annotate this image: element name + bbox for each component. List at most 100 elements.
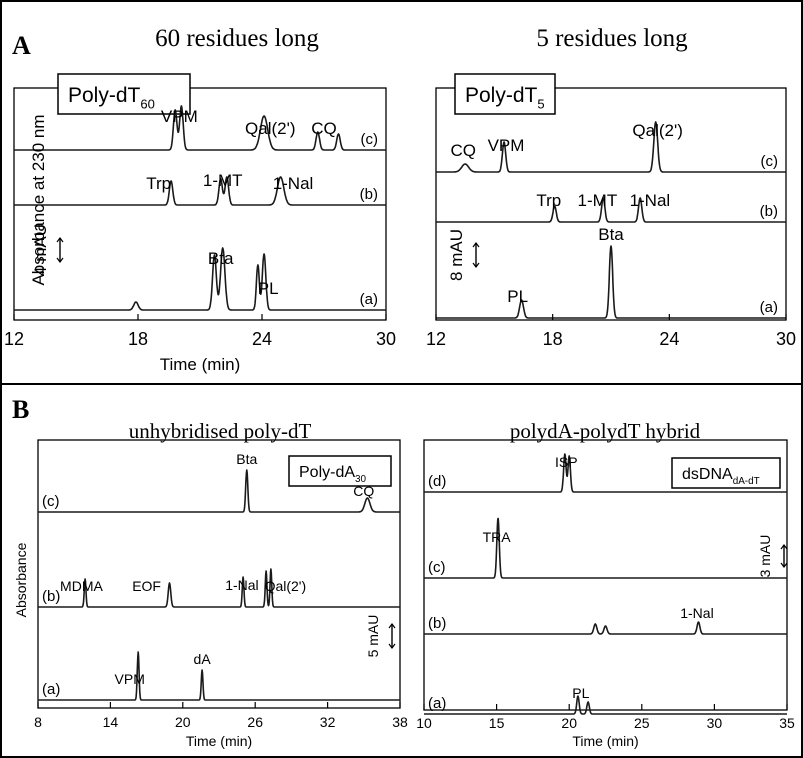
plot-frame [435,87,787,321]
trace-label: (a) [42,681,60,698]
y-axis-label: Absorbance at 230 nm [29,114,48,285]
peak-label: PL [507,287,528,306]
peak-label: CQ [450,141,476,160]
legend-label: Poly-dT5 [465,84,545,111]
peak-label: Bta [598,225,624,244]
trace-a [423,695,788,715]
peak-label: dA [194,651,212,667]
trace-label: (b) [760,203,778,220]
x-tick-label: 24 [252,329,272,349]
x-axis-label: Time (min) [186,733,252,749]
trace-label: (c) [761,153,779,170]
x-axis-label: Time (min) [572,733,638,749]
legend-frame [57,73,191,115]
x-tick-label: 18 [128,329,148,349]
scale-bar-label: 3 mAU [757,535,773,578]
trace-b [37,568,401,608]
peak-label: PL [258,279,279,298]
scale-bar-label: 8 mAU [447,229,466,281]
trace-label: (c) [428,559,446,576]
x-tick-label: 32 [320,714,336,730]
trace-c [37,469,401,513]
chart-title: unhybridised poly-dT [129,419,312,443]
legend-frame [454,73,556,115]
peak-label: Trp [536,191,561,210]
x-tick-label: 30 [707,715,723,731]
x-tick-label: 14 [103,714,119,730]
x-tick-label: 26 [247,714,263,730]
chart-4: polydA-polydT hybrid dsDNAdA-dT (d) (c) (b) (… [416,419,795,749]
charts: 60 residues long Poly-dT60 (c) (b) (a) VPM Qal… [4,25,796,749]
x-tick-label: 20 [175,714,191,730]
trace-b [435,197,787,223]
chart-title: 5 residues long [536,25,688,52]
peak-label: MDMA [60,578,103,594]
legend-label: Poly-dT60 [68,84,155,111]
panel-b-letter: B [12,395,29,424]
trace-c [423,517,788,579]
peak-label: CQ [311,119,337,138]
plot-frame [37,439,401,709]
peak-label: CQ [353,483,374,499]
peak-label: ISP [555,454,578,470]
chart-3: unhybridised poly-dT Poly-dA30 (c) (b) (a) Bt… [13,419,408,749]
trace-label: (b) [428,615,446,632]
trace-label: (a) [760,299,778,316]
trace-label: (a) [360,291,378,308]
trace-a [435,245,787,319]
scale-bar-arrow [56,237,64,243]
legend-frame [288,455,392,487]
peak-label: 1-Nal [273,174,314,193]
peak-label: Qal(2') [265,578,307,594]
peak-label: 1-Nal [225,577,258,593]
legend-box: dsDNAdA-dT [671,457,781,489]
trace-c [13,105,387,151]
legend-box: Poly-dT5 [454,73,556,115]
chart-1: 60 residues long Poly-dT60 (c) (b) (a) VPM Qal… [4,25,396,374]
legend-label: dsDNAdA-dT [682,466,760,487]
x-tick-label: 15 [489,715,505,731]
x-tick-label: 38 [392,714,408,730]
peak-label: EOF [132,578,161,594]
trace-c [435,121,787,173]
trace-label: (a) [428,695,446,712]
scale-bar-arrow [472,242,480,248]
trace-a [37,651,401,701]
peak-label: TRA [483,529,512,545]
x-tick-label: 30 [776,329,796,349]
plot-frame [13,87,387,321]
x-tick-label: 18 [543,329,563,349]
scale-bar-arrow [780,562,788,568]
chart-title: polydA-polydT hybrid [510,419,701,443]
legend-label: Poly-dA30 [299,464,367,485]
peak-label: Bta [208,249,234,268]
scale-bar-arrow [472,262,480,268]
x-tick-label: 10 [416,715,432,731]
peak-label: VPM [115,671,145,687]
plot-frame [423,439,788,711]
trace-label: (d) [428,473,446,490]
peak-label: VPM [161,107,198,126]
scale-bar-label: 5 mAU [365,615,381,658]
x-tick-label: 24 [659,329,679,349]
x-tick-label: 12 [426,329,446,349]
peak-label: Trp [146,174,171,193]
panel-a-letter: A [12,31,31,60]
x-tick-label: 25 [634,715,650,731]
x-axis-label: Time (min) [160,355,241,374]
scale-bar-arrow [56,257,64,263]
x-tick-label: 30 [376,329,396,349]
peak-label: 1-MT [578,191,618,210]
chart-title: 60 residues long [155,25,319,52]
x-tick-label: 20 [561,715,577,731]
x-tick-label: 12 [4,329,24,349]
peak-label: VPM [488,136,525,155]
chart-2: 5 residues long Poly-dT5 (c) (b) (a) CQ VPM Qal… [426,25,796,349]
y-axis-label: Absorbance [13,542,29,617]
peak-label: Qal(2') [632,121,682,140]
legend-box: Poly-dA30 [288,455,392,487]
trace-label: (b) [42,588,60,605]
peak-label: PL [572,685,589,701]
trace-label: (b) [360,186,378,203]
